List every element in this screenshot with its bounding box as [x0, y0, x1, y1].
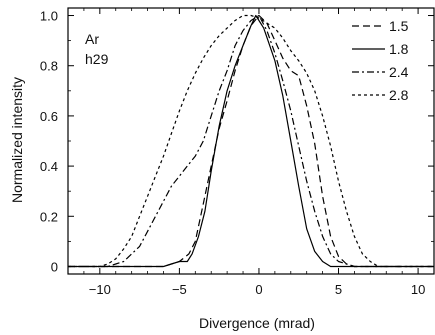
y-tick-label: 0.6	[40, 109, 58, 124]
legend-label: 2.4	[389, 64, 409, 80]
y-tick-label: 0.2	[40, 209, 58, 224]
axis-ticks	[67, 8, 435, 274]
series-line-1-5	[68, 14, 434, 268]
annotation-gas: Ar	[85, 31, 99, 47]
series-layer	[68, 14, 434, 268]
legend-label: 2.8	[389, 87, 409, 103]
y-tick-label: 0	[51, 259, 58, 274]
x-axis-label: Divergence (mrad)	[199, 315, 315, 331]
x-tick-label: −10	[89, 282, 111, 297]
series-line-2-8	[68, 14, 434, 268]
series-line-2-4	[68, 14, 434, 268]
y-tick-label: 0.4	[40, 159, 58, 174]
y-tick-label: 0.8	[40, 59, 58, 74]
x-tick-label: 0	[255, 282, 262, 297]
series-line-1-8	[68, 14, 434, 268]
legend: 1.5 1.8 2.4 2.8	[352, 18, 409, 103]
legend-label: 1.5	[389, 18, 409, 34]
y-axis-label: Normalized intensity	[9, 77, 25, 203]
x-tick-label: −5	[172, 282, 187, 297]
annotation-harmonic: h29	[85, 51, 109, 67]
tick-labels: −10 −5 0 5 10 0 0.2 0.4 0.6 0.8 1.0	[40, 9, 425, 297]
plot-frame	[67, 7, 435, 275]
y-tick-label: 1.0	[40, 9, 58, 24]
x-tick-label: 10	[411, 282, 425, 297]
x-tick-label: 5	[335, 282, 342, 297]
legend-label: 1.8	[389, 41, 409, 57]
